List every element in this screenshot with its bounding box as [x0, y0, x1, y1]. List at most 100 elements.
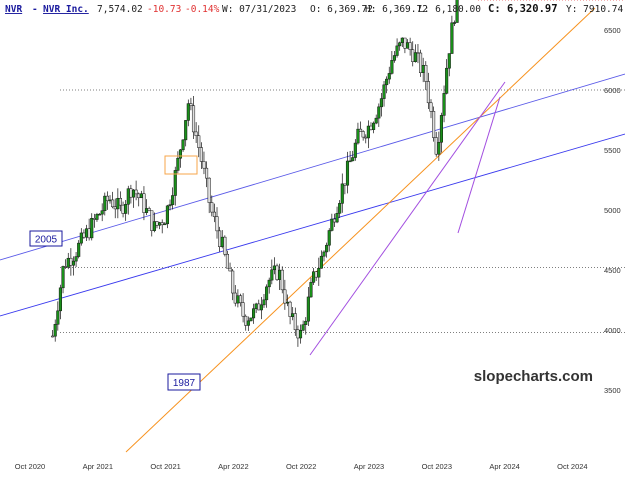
candle — [340, 173, 344, 213]
candle — [439, 112, 443, 153]
candle — [416, 43, 420, 64]
y-tick-label: 5000 — [604, 206, 621, 215]
candle — [168, 199, 172, 211]
candle — [207, 177, 211, 214]
candle — [335, 206, 339, 224]
candle — [291, 307, 295, 321]
candle — [408, 37, 412, 56]
candle — [390, 50, 394, 75]
candle — [129, 184, 133, 204]
candle — [165, 204, 169, 229]
candle — [332, 213, 336, 227]
x-axis: Oct 2020 Apr 2021 Oct 2021 Apr 2022 Oct 2022… — [15, 462, 588, 471]
candle — [126, 185, 130, 215]
y-tick-label: 6500 — [604, 26, 621, 35]
candle — [137, 192, 141, 207]
low-value: L: 6,180.00 — [418, 4, 481, 15]
candle — [58, 284, 62, 320]
x-tick-label: Oct 2023 — [422, 462, 452, 471]
candle — [343, 183, 347, 195]
candle — [158, 221, 162, 230]
candle — [152, 212, 156, 233]
candle — [356, 122, 360, 145]
candle — [228, 262, 232, 272]
candle — [301, 320, 305, 332]
candle — [445, 59, 449, 95]
bar-date: W: 07/31/2023 — [222, 4, 296, 15]
candle — [314, 271, 318, 281]
candle — [395, 38, 399, 58]
candle — [197, 125, 201, 158]
candle — [309, 277, 313, 298]
candle — [379, 93, 383, 117]
candle — [118, 191, 123, 212]
candle — [254, 302, 258, 314]
candle — [403, 37, 407, 54]
candle — [77, 240, 81, 259]
candle — [113, 198, 117, 219]
candle — [223, 235, 227, 257]
candle — [194, 122, 198, 144]
candle — [348, 150, 352, 163]
candle — [319, 250, 323, 269]
x-tick-label: Oct 2022 — [286, 462, 316, 471]
candle — [134, 180, 138, 201]
candle — [231, 269, 235, 301]
annotation-1987: 1987 — [167, 373, 201, 391]
candle — [419, 49, 423, 77]
candle — [345, 151, 350, 194]
candle — [225, 250, 229, 269]
orange-trend-line — [125, 7, 596, 453]
candle — [421, 57, 425, 83]
candle — [400, 37, 404, 48]
candle — [176, 151, 180, 174]
candle — [455, 0, 459, 23]
candle — [364, 134, 368, 144]
y-axis: 3500400045005000550060006500700075008000… — [604, 26, 621, 395]
candle — [392, 50, 397, 63]
candle — [212, 203, 216, 223]
candle — [426, 72, 430, 109]
annotation-1987-label: 1987 — [173, 378, 196, 389]
candle — [53, 319, 57, 342]
candle — [327, 228, 331, 252]
x-tick-label: Apr 2021 — [83, 462, 113, 471]
candle — [142, 186, 146, 221]
candle — [189, 97, 193, 111]
candle — [215, 207, 219, 239]
candle — [377, 103, 381, 127]
candle — [278, 263, 282, 291]
watermark: slopecharts.com — [474, 368, 593, 385]
y-tick-label: 3500 — [604, 386, 621, 395]
candle — [202, 151, 206, 175]
close-value: C: 6,320.97 — [488, 3, 558, 15]
candle — [236, 289, 240, 308]
open-value: O: 6,369.72 — [310, 4, 373, 15]
candle — [447, 53, 451, 77]
horizontal-levels — [60, 0, 625, 333]
annotation-2005-label: 2005 — [35, 235, 58, 246]
ticker-separator: - — [32, 4, 38, 15]
candle — [434, 131, 438, 157]
candle — [147, 206, 151, 212]
extra-value: Y: 7910.74 — [566, 4, 623, 15]
candle — [272, 257, 276, 275]
candle — [184, 120, 188, 147]
y-tick-label: 6000 — [604, 86, 621, 95]
trend-lines — [0, 7, 625, 453]
candle — [51, 329, 55, 338]
candle — [369, 122, 373, 131]
candle — [288, 300, 292, 325]
candle — [257, 299, 261, 311]
candle — [210, 195, 214, 217]
candle — [317, 257, 321, 286]
candle — [267, 277, 271, 294]
candle — [312, 267, 316, 286]
last-price: 7,574.02 — [97, 4, 143, 15]
x-tick-label: Apr 2024 — [489, 462, 519, 471]
lower-channel-line — [0, 133, 625, 317]
candle — [296, 325, 300, 347]
candle — [262, 294, 266, 308]
candle — [293, 307, 297, 336]
